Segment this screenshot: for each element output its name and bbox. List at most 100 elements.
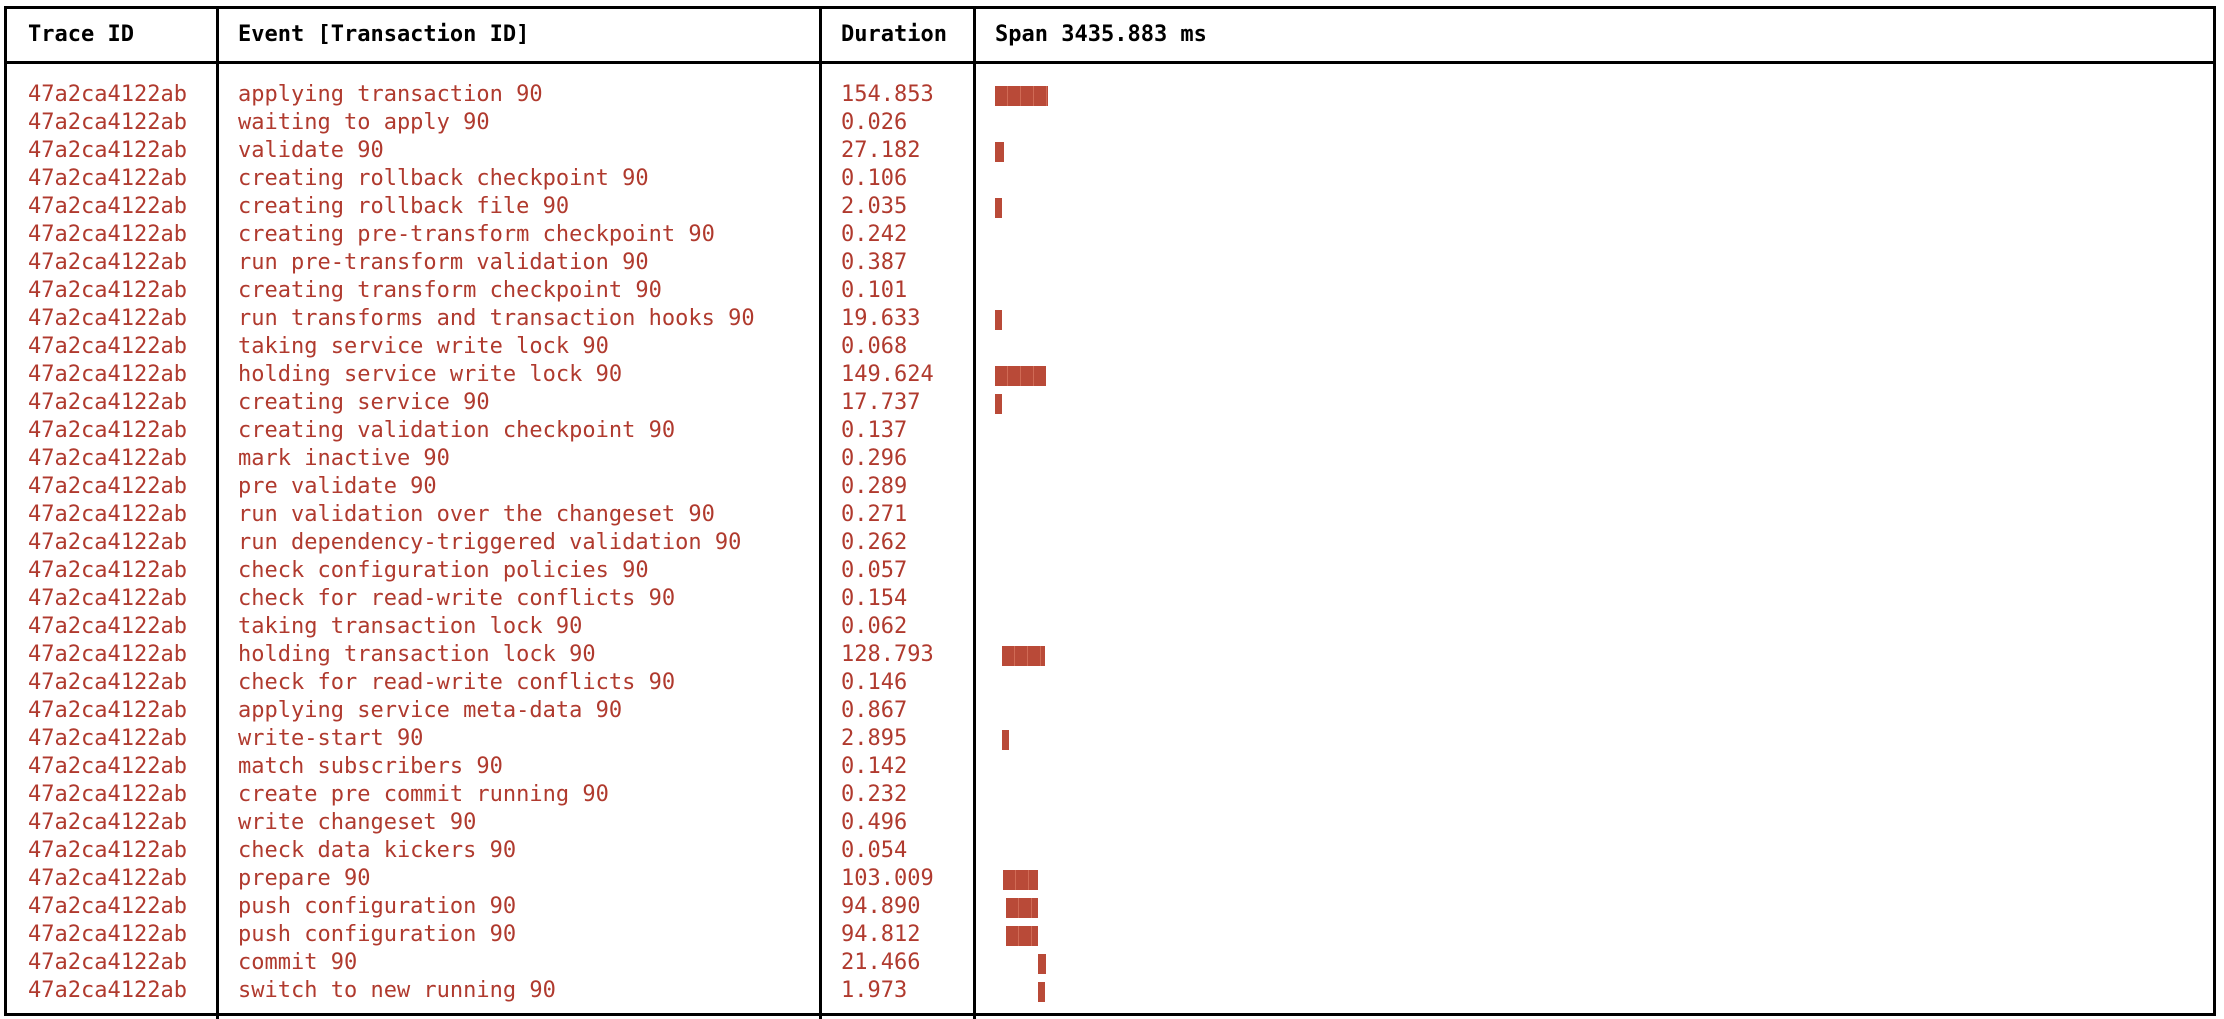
span-cell: [995, 333, 2205, 361]
duration-cell: 0.054: [841, 838, 908, 863]
column-divider: [819, 9, 822, 1019]
span-cell: [995, 249, 2205, 277]
span-cell: [995, 277, 2205, 305]
table-row[interactable]: 47a2ca4122ab check data kickers 90 0.054: [7, 837, 2213, 865]
event-cell: creating pre-transform checkpoint 90: [238, 222, 715, 247]
table-row[interactable]: 47a2ca4122ab push configuration 90 94.812: [7, 921, 2213, 949]
table-row[interactable]: 47a2ca4122ab run pre-transform validation…: [7, 249, 2213, 277]
trace-id-cell: 47a2ca4122ab: [28, 362, 187, 387]
event-cell: match subscribers 90: [238, 754, 503, 779]
table-header: Trace ID Event [Transaction ID] Duration…: [7, 9, 2213, 64]
event-cell: applying service meta-data 90: [238, 698, 623, 723]
span-cell: [995, 501, 2205, 529]
table-row[interactable]: 47a2ca4122ab create pre commit running 90…: [7, 781, 2213, 809]
table-row[interactable]: 47a2ca4122ab check for read-write conflic…: [7, 669, 2213, 697]
table-row[interactable]: 47a2ca4122ab check for read-write conflic…: [7, 585, 2213, 613]
span-cell: [995, 669, 2205, 697]
duration-cell: 0.142: [841, 754, 908, 779]
trace-id-cell: 47a2ca4122ab: [28, 670, 187, 695]
table-row[interactable]: 47a2ca4122ab creating transform checkpoin…: [7, 277, 2213, 305]
table-row[interactable]: 47a2ca4122ab prepare 90 103.009: [7, 865, 2213, 893]
table-row[interactable]: 47a2ca4122ab creating rollback checkpoint…: [7, 165, 2213, 193]
duration-cell: 0.289: [841, 474, 908, 499]
event-cell: validate 90: [238, 138, 384, 163]
trace-id-cell: 47a2ca4122ab: [28, 166, 187, 191]
trace-id-cell: 47a2ca4122ab: [28, 698, 187, 723]
table-row[interactable]: 47a2ca4122ab holding transaction lock 90 1…: [7, 641, 2213, 669]
table-row[interactable]: 47a2ca4122ab run validation over the chan…: [7, 501, 2213, 529]
table-row[interactable]: 47a2ca4122ab write-start 90 2.895: [7, 725, 2213, 753]
event-cell: taking service write lock 90: [238, 334, 609, 359]
span-cell: [995, 473, 2205, 501]
trace-id-cell: 47a2ca4122ab: [28, 838, 187, 863]
trace-id-cell: 47a2ca4122ab: [28, 250, 187, 275]
table-row[interactable]: 47a2ca4122ab validate 90 27.182: [7, 137, 2213, 165]
span-cell: [995, 837, 2205, 865]
span-bar: [1001, 730, 1009, 750]
event-cell: switch to new running 90: [238, 978, 556, 1003]
header-event: Event [Transaction ID]: [238, 22, 530, 47]
table-row[interactable]: 47a2ca4122ab taking service write lock 90…: [7, 333, 2213, 361]
column-divider: [973, 9, 976, 1019]
trace-id-cell: 47a2ca4122ab: [28, 586, 187, 611]
trace-id-cell: 47a2ca4122ab: [28, 278, 187, 303]
table-row[interactable]: 47a2ca4122ab waiting to apply 90 0.026: [7, 109, 2213, 137]
event-cell: commit 90: [238, 950, 358, 975]
span-cell: [995, 81, 2205, 109]
table-row[interactable]: 47a2ca4122ab taking transaction lock 90 0.…: [7, 613, 2213, 641]
duration-cell: 0.101: [841, 278, 908, 303]
trace-id-cell: 47a2ca4122ab: [28, 754, 187, 779]
span-cell: [995, 137, 2205, 165]
duration-cell: 149.624: [841, 362, 934, 387]
span-cell: [995, 305, 2205, 333]
duration-cell: 0.271: [841, 502, 908, 527]
span-cell: [995, 193, 2205, 221]
span-bar: [995, 394, 1002, 414]
table-row[interactable]: 47a2ca4122ab mark inactive 90 0.296: [7, 445, 2213, 473]
trace-id-cell: 47a2ca4122ab: [28, 726, 187, 751]
trace-id-cell: 47a2ca4122ab: [28, 894, 187, 919]
table-row[interactable]: 47a2ca4122ab write changeset 90 0.496: [7, 809, 2213, 837]
event-cell: creating rollback checkpoint 90: [238, 166, 649, 191]
span-cell: [995, 445, 2205, 473]
table-row[interactable]: 47a2ca4122ab match subscribers 90 0.142: [7, 753, 2213, 781]
table-row[interactable]: 47a2ca4122ab run transforms and transacti…: [7, 305, 2213, 333]
event-cell: creating service 90: [238, 390, 490, 415]
trace-id-cell: 47a2ca4122ab: [28, 110, 187, 135]
trace-id-cell: 47a2ca4122ab: [28, 614, 187, 639]
trace-id-cell: 47a2ca4122ab: [28, 334, 187, 359]
event-cell: creating rollback file 90: [238, 194, 570, 219]
duration-cell: 0.262: [841, 530, 908, 555]
table-row[interactable]: 47a2ca4122ab creating service 90 17.737: [7, 389, 2213, 417]
event-cell: waiting to apply 90: [238, 110, 490, 135]
table-row[interactable]: 47a2ca4122ab creating validation checkpoi…: [7, 417, 2213, 445]
event-cell: prepare 90: [238, 866, 371, 891]
table-row[interactable]: 47a2ca4122ab commit 90 21.466: [7, 949, 2213, 977]
duration-cell: 0.296: [841, 446, 908, 471]
table-row[interactable]: 47a2ca4122ab applying service meta-data 9…: [7, 697, 2213, 725]
table-row[interactable]: 47a2ca4122ab creating rollback file 90 2.0…: [7, 193, 2213, 221]
table-row[interactable]: 47a2ca4122ab pre validate 90 0.289: [7, 473, 2213, 501]
event-cell: pre validate 90: [238, 474, 437, 499]
header-duration: Duration: [841, 22, 947, 47]
span-bar: [1006, 898, 1039, 918]
trace-id-cell: 47a2ca4122ab: [28, 194, 187, 219]
table-row[interactable]: 47a2ca4122ab run dependency-triggered val…: [7, 529, 2213, 557]
table-row[interactable]: 47a2ca4122ab applying transaction 90 154.8…: [7, 81, 2213, 109]
header-span: Span 3435.883 ms: [995, 22, 1207, 47]
trace-id-cell: 47a2ca4122ab: [28, 558, 187, 583]
duration-cell: 19.633: [841, 306, 921, 331]
duration-cell: 17.737: [841, 390, 921, 415]
duration-cell: 0.154: [841, 586, 908, 611]
span-bar: [1038, 954, 1046, 974]
table-row[interactable]: 47a2ca4122ab creating pre-transform check…: [7, 221, 2213, 249]
table-row[interactable]: 47a2ca4122ab check configuration policies…: [7, 557, 2213, 585]
table-row[interactable]: 47a2ca4122ab switch to new running 90 1.97…: [7, 977, 2213, 1005]
column-divider: [216, 9, 219, 1019]
table-row[interactable]: 47a2ca4122ab holding service write lock 9…: [7, 361, 2213, 389]
duration-cell: 2.035: [841, 194, 908, 219]
duration-cell: 0.068: [841, 334, 908, 359]
trace-id-cell: 47a2ca4122ab: [28, 782, 187, 807]
table-row[interactable]: 47a2ca4122ab push configuration 90 94.890: [7, 893, 2213, 921]
trace-id-cell: 47a2ca4122ab: [28, 530, 187, 555]
